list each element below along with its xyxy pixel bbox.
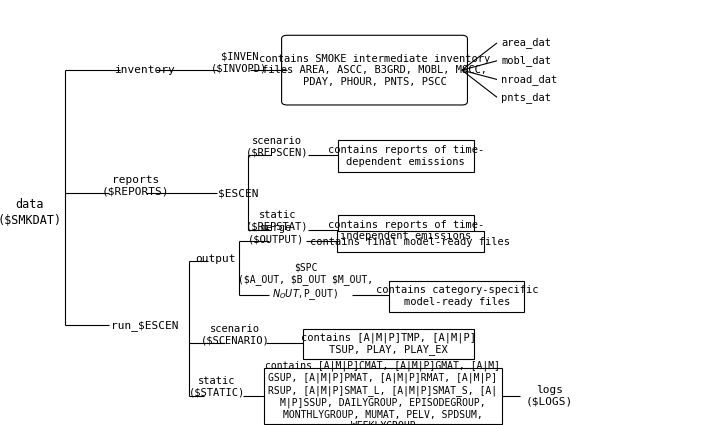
Text: run_$ESCEN: run_$ESCEN	[111, 320, 178, 331]
FancyBboxPatch shape	[282, 35, 467, 105]
Text: scenario
($REPSCEN): scenario ($REPSCEN)	[246, 136, 308, 157]
Text: area_dat: area_dat	[501, 37, 551, 48]
Text: data
($SMKDAT): data ($SMKDAT)	[0, 198, 62, 227]
Text: contains reports of time-
independent emissions: contains reports of time- independent em…	[328, 220, 484, 241]
Text: contains category-specific
model-ready files: contains category-specific model-ready f…	[376, 286, 538, 307]
FancyBboxPatch shape	[264, 368, 502, 424]
Text: contains [A|M|P]CMAT, [A|M|P]GMAT, [A|M]
GSUP, [A|M|P]PMAT, [A|M|P]RMAT, [A|M|P]: contains [A|M|P]CMAT, [A|M|P]GMAT, [A|M]…	[265, 361, 501, 425]
Text: logs
($LOGS): logs ($LOGS)	[525, 385, 573, 407]
Text: static
($STATIC): static ($STATIC)	[189, 376, 245, 397]
Text: inventory: inventory	[115, 65, 176, 75]
FancyBboxPatch shape	[303, 329, 474, 359]
Text: contains SMOKE intermediate inventory
files AREA, ASCC, B3GRD, MOBL, MSCC,
PDAY,: contains SMOKE intermediate inventory fi…	[259, 54, 490, 87]
Text: contains final model-ready files: contains final model-ready files	[310, 237, 510, 247]
FancyBboxPatch shape	[389, 281, 524, 312]
Text: $ESCEN: $ESCEN	[218, 188, 258, 198]
Text: contains reports of time-
dependent emissions: contains reports of time- dependent emis…	[328, 145, 484, 167]
Text: contains [A|M|P]TMP, [A|M|P]
TSUP, PLAY, PLAY_EX: contains [A|M|P]TMP, [A|M|P] TSUP, PLAY,…	[301, 332, 476, 355]
FancyBboxPatch shape	[337, 231, 484, 252]
Text: scenario
($SCENARIO): scenario ($SCENARIO)	[201, 324, 270, 346]
Text: $INVEN
($INVOPD): $INVEN ($INVOPD)	[211, 52, 268, 73]
FancyBboxPatch shape	[338, 140, 474, 172]
Text: merge
($OUTPUT): merge ($OUTPUT)	[248, 223, 304, 244]
FancyBboxPatch shape	[338, 215, 474, 246]
Text: static
($REPSTAT): static ($REPSTAT)	[246, 210, 308, 232]
Text: pnts_dat: pnts_dat	[501, 92, 551, 103]
Text: output: output	[195, 254, 236, 264]
Text: mobl_dat: mobl_dat	[501, 55, 551, 66]
Text: nroad_dat: nroad_dat	[501, 74, 558, 85]
Text: $SPC
($A_OUT, $B_OUT $M_OUT,
$N_OUT, $P_OUT): $SPC ($A_OUT, $B_OUT $M_OUT, $N_OUT, $P_…	[238, 263, 373, 302]
Text: reports
($REPORTS): reports ($REPORTS)	[102, 175, 170, 196]
